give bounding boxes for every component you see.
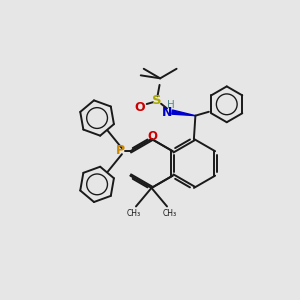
Text: H: H [167, 100, 175, 110]
Text: S: S [152, 94, 162, 106]
Text: P: P [116, 144, 125, 157]
Text: O: O [147, 130, 157, 143]
Text: N: N [162, 106, 172, 119]
Text: CH₃: CH₃ [127, 209, 141, 218]
Text: CH₃: CH₃ [162, 209, 176, 218]
Text: O: O [134, 101, 145, 114]
Polygon shape [172, 110, 195, 116]
